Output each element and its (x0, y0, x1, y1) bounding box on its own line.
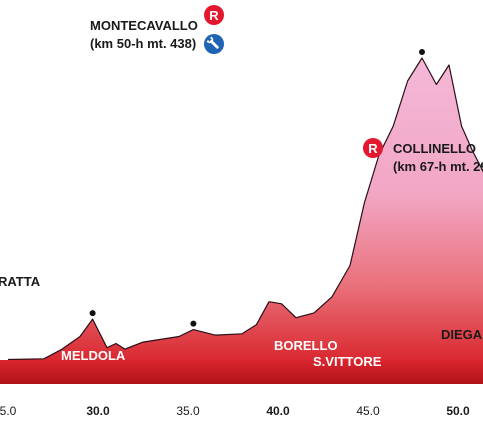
svg-text:R: R (209, 8, 219, 23)
elevation-area (8, 58, 483, 363)
waypoint-markers (89, 49, 425, 327)
annotation-s-vittore: S.VITTORE (313, 354, 382, 369)
waypoint-marker-meldola (190, 320, 197, 327)
annotation-ratta: RATTA (0, 274, 41, 289)
r-badge-icon: R (363, 138, 383, 158)
x-axis: 5.030.035.040.045.050.055.060.065.070.07… (0, 404, 470, 418)
annotation-montecavallo-detail: (km 50-h mt. 438) (90, 36, 196, 51)
r-badge-icon: R (204, 5, 224, 25)
x-tick-label: 40.0 (266, 404, 290, 418)
annotation-borello: BORELLO (274, 338, 338, 353)
elevation-outline (7, 57, 483, 361)
baseline-band (0, 360, 483, 384)
x-tick-label: 30.0 (86, 404, 110, 418)
x-tick-label: 5.0 (0, 404, 17, 418)
annotation-collinello-detail: (km 67-h mt. 29 (393, 159, 483, 174)
x-tick-label: 45.0 (356, 404, 380, 418)
annotation-meldola: MELDOLA (61, 348, 126, 363)
wrench-badge-icon (204, 34, 224, 54)
annotation-diegai: DIEGAI (441, 327, 483, 342)
x-axis-ticks: 5.030.035.040.045.050.055.060.065.070.07… (0, 404, 470, 418)
svg-text:R: R (368, 141, 378, 156)
x-tick-label: 50.0 (446, 404, 470, 418)
waypoint-marker-ratta (89, 310, 96, 317)
annotation-montecavallo: MONTECAVALLO (90, 18, 198, 33)
waypoint-marker-montecavallo (419, 49, 425, 55)
x-tick-label: 35.0 (176, 404, 200, 418)
annotation-collinello: COLLINELLO (393, 141, 476, 156)
